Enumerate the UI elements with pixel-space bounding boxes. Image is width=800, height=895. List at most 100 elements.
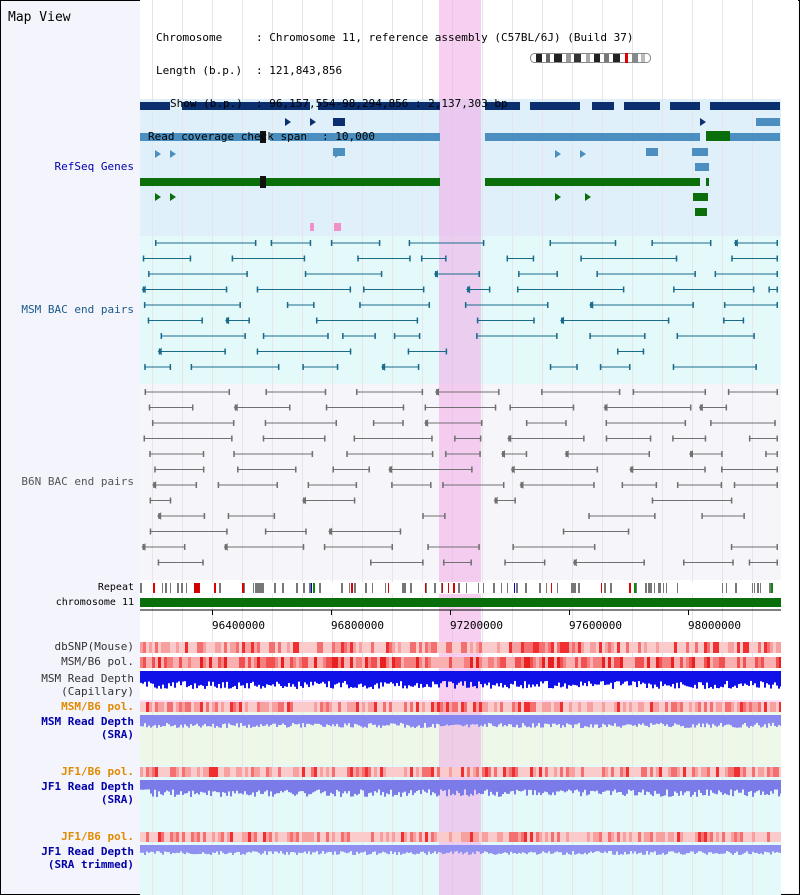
snp-density-cell [509,767,512,777]
bac-arrow [381,363,386,371]
snp-density-cell [497,702,500,712]
repeat-mark [648,583,650,593]
read-depth-bar [624,780,626,796]
read-depth-bar [452,780,454,794]
repeat-mark [448,583,449,593]
read-depth-bar [586,845,588,855]
read-depth-bar [570,671,572,686]
read-depth-bar [698,780,700,790]
read-depth-bar [398,845,400,853]
snp-density-cell [761,832,764,842]
read-depth-bar [642,780,644,790]
read-depth-bar [314,780,316,792]
read-depth-bar [750,715,752,726]
read-depth-bar [452,715,454,726]
read-depth-bar [666,715,668,725]
snp-density-cell [323,657,326,668]
bac-end [149,451,151,457]
read-depth-bar [434,715,436,728]
track-label-msm-bac[interactable]: MSM BAC end pairs [21,303,134,316]
read-depth-bar [490,715,492,724]
snp-density-cell [563,702,566,712]
snp-density-cell [767,767,770,777]
read-depth-bar [626,845,628,855]
read-depth-bar [572,780,574,794]
gene-exon [270,133,440,141]
track-svg[interactable] [140,0,781,895]
read-depth-bar [530,715,532,728]
read-depth-bar [308,780,310,795]
snp-density-cell [164,767,167,777]
read-depth-bar [236,845,238,853]
bac-end [651,497,654,504]
snp-density-cell [689,657,692,668]
read-depth-bar [456,671,458,685]
read-depth-bar [232,845,234,855]
read-depth-bar [576,671,578,686]
read-depth-bar [256,780,258,793]
read-depth-bar [486,780,488,790]
read-depth-bar [764,780,766,795]
snp-density-cell [227,657,230,668]
read-depth-bar [622,671,624,684]
snp-density-cell [140,832,143,842]
axis-tick-mark [212,610,213,615]
read-depth-bar [344,671,346,682]
snp-density-cell [347,702,350,712]
region-info: Chromosome: Chromosome 11, reference ass… [148,10,634,153]
read-depth-bar [356,780,358,796]
track-label-b6n-bac[interactable]: B6N BAC end pairs [21,475,134,488]
read-depth-bar [518,780,520,792]
snp-density-cell [758,767,761,777]
snp-density-cell [383,832,386,842]
snp-density-cell [491,642,494,653]
read-depth-bar [262,780,264,795]
read-depth-bar [642,715,644,724]
read-depth-bar [678,715,680,725]
snp-density-cell [410,832,413,842]
read-depth-bar [660,671,662,682]
snp-density-cell [641,767,644,777]
read-depth-bar [172,845,174,853]
read-depth-bar [614,715,616,724]
bac-end [444,513,446,519]
snp-density-cell [395,702,398,712]
read-depth-bar [448,780,450,790]
snp-density-cell [533,642,536,653]
read-depth-bar [576,715,578,725]
read-depth-bar [556,780,558,792]
snp-density-cell [737,642,740,653]
read-depth-bar [292,715,294,723]
snp-density-cell [728,832,731,842]
repeat-mark [404,583,406,593]
read-depth-bar [634,845,636,852]
selection-highlight[interactable] [439,0,481,895]
bac-end [730,497,733,504]
read-depth-bar [392,671,394,684]
read-depth-bar [590,715,592,725]
bac-end [353,435,356,442]
snp-density-cell [770,702,773,712]
read-depth-bar [492,715,494,726]
bac-end [217,482,220,488]
chromosome-ideogram[interactable] [530,53,651,63]
bac-end [302,364,304,370]
read-depth-bar [450,715,452,726]
snp-density-cell [332,832,335,842]
read-depth-bar [480,671,482,685]
snp-density-cell [320,767,323,777]
snp-density-cell [476,642,479,653]
snp-density-cell [473,642,476,653]
read-depth-bar [332,845,334,855]
snp-density-cell [212,642,215,653]
track-label-refseq[interactable]: RefSeq Genes [54,160,134,173]
snp-density-cell [563,832,566,842]
read-depth-bar [240,715,242,724]
read-depth-bar [742,845,744,854]
snp-density-cell [317,832,320,842]
snp-density-cell [575,832,578,842]
read-depth-bar [664,715,666,726]
read-depth-bar [540,845,542,854]
read-depth-bar [722,715,724,727]
read-depth-bar [208,780,210,791]
